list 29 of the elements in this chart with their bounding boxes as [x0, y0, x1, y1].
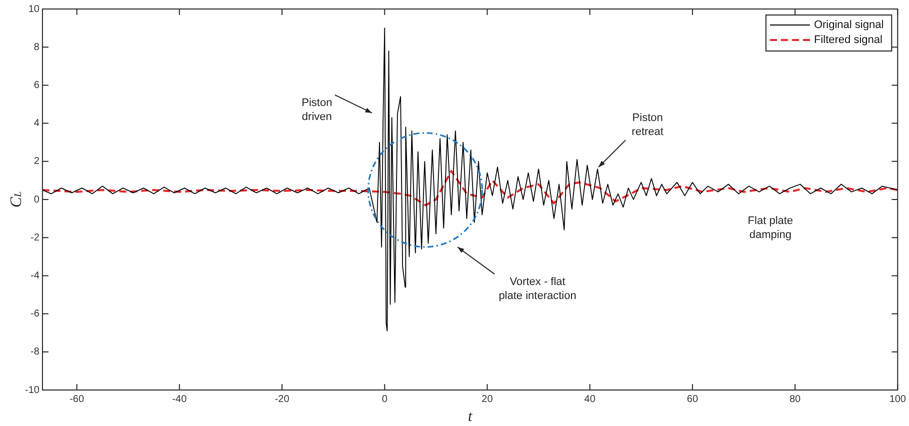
annotation: Flat plate damping	[748, 215, 794, 242]
x-tick-label: 60	[686, 394, 698, 405]
y-tick-label: -10	[25, 384, 40, 396]
x-tick-label: 80	[789, 394, 802, 405]
y-tick-label: 4	[34, 118, 40, 130]
x-axis-title: t	[468, 408, 473, 425]
x-tick-label: 20	[482, 394, 494, 405]
y-tick-label: 2	[34, 156, 40, 168]
y-tick-label: -2	[30, 232, 40, 244]
x-tick-label: 100	[889, 394, 906, 405]
x-tick-label: 0	[382, 394, 388, 405]
y-tick-label: 6	[34, 80, 40, 91]
annotation: Piston driven	[302, 96, 332, 123]
y-tick-label: 0	[34, 194, 40, 206]
y-tick-label: -8	[30, 346, 40, 358]
y-tick-label: -4	[30, 270, 40, 282]
legend-label: Original signal	[814, 19, 884, 32]
y-tick-label: -6	[30, 308, 40, 320]
legend-label: Filtered signal	[814, 34, 882, 46]
annotation: Piston retreat	[632, 112, 664, 138]
x-tick-label: 40	[584, 394, 596, 405]
x-tick-label: -40	[172, 394, 188, 405]
x-tick-label: -20	[274, 394, 290, 405]
y-tick-label: 10	[28, 4, 40, 15]
line-series	[42, 170, 898, 206]
annotation: Vortex - flat plate interaction	[498, 276, 576, 302]
y-tick-label: 8	[34, 42, 40, 53]
x-tick-label: -60	[70, 394, 84, 405]
y-axis-title: CL	[8, 190, 25, 208]
